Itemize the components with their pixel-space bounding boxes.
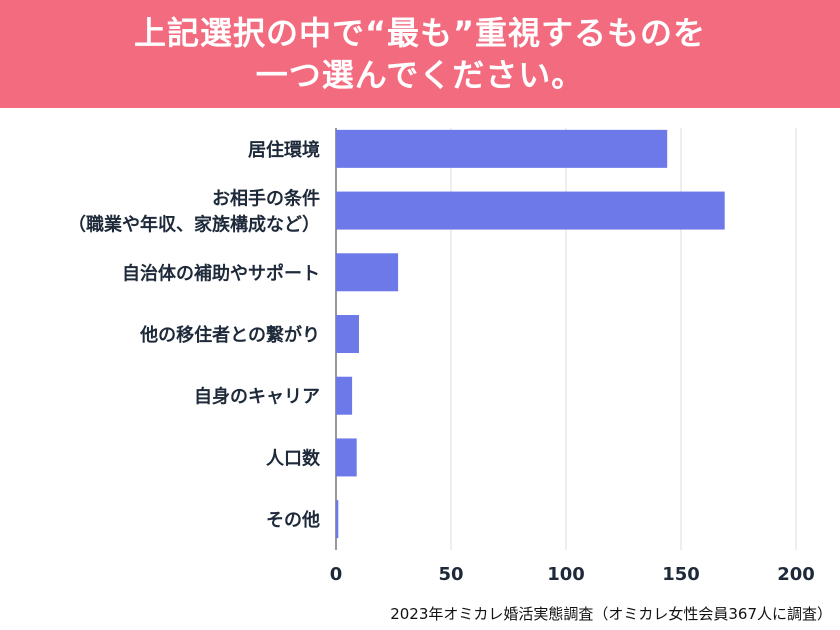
category-label-6: その他 [266, 509, 320, 531]
bar-5 [336, 438, 357, 477]
source-note: 2023年オミカレ婚活実態調査（オミカレ女性会員367人に調査） [390, 605, 832, 623]
bar-3 [336, 315, 359, 353]
category-label-1-0: お相手の条件 [212, 188, 320, 210]
category-label-2: 自治体の補助やサポート [122, 262, 320, 284]
bar-2 [336, 253, 399, 292]
x-tick-label-50: 50 [438, 564, 463, 585]
category-label-5: 人口数 [266, 447, 321, 469]
title-line-1: 上記選択の中で“最も”重視するものを [133, 14, 707, 52]
x-tick-label-200: 200 [777, 564, 815, 585]
bar-0 [336, 129, 668, 168]
bar-1 [336, 191, 725, 230]
x-tick-label-100: 100 [547, 564, 585, 585]
category-label-3: 他の移住者との繋がり [139, 324, 320, 346]
bar-6 [336, 500, 339, 539]
title-banner: 上記選択の中で“最も”重視するものを 一つ選んでください。 [0, 0, 840, 108]
category-label-0: 居住環境 [248, 139, 320, 161]
x-tick-label-150: 150 [662, 564, 700, 585]
x-tick-label-0: 0 [330, 564, 343, 585]
bar-4 [336, 376, 353, 415]
category-label-4: 自身のキャリア [194, 386, 320, 408]
title-line-2: 一つ選んでください。 [255, 56, 585, 94]
category-label-1-1: （職業や年収、家族構成など） [68, 214, 320, 236]
